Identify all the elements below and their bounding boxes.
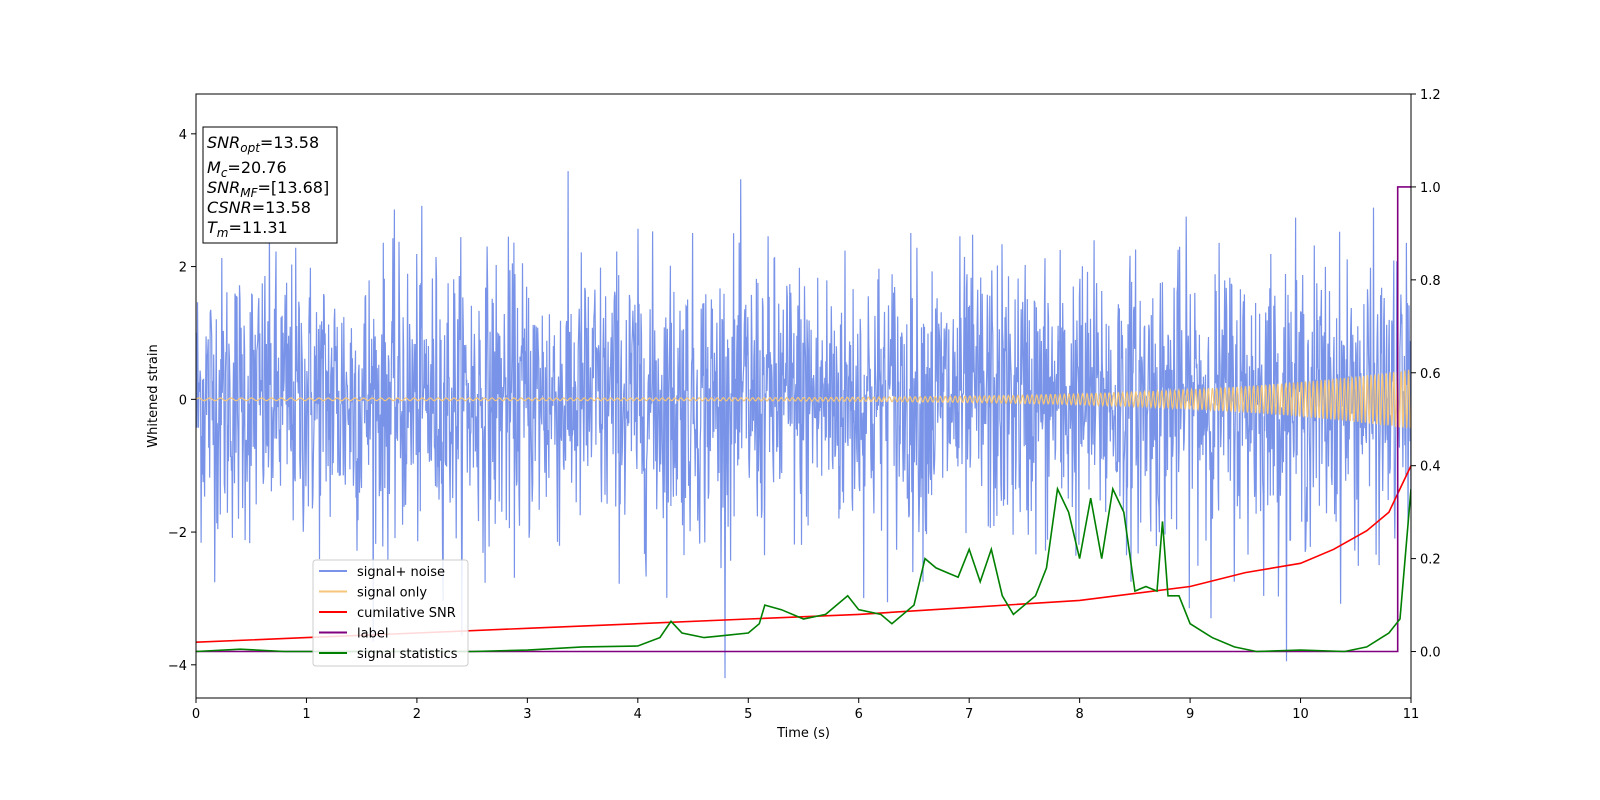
legend-signal-noise-label: signal+ noise [357, 565, 445, 580]
x-tick-label: 3 [523, 707, 531, 722]
y2-tick-label: 0.0 [1420, 646, 1441, 661]
info-snr-opt-sub: opt [240, 141, 261, 155]
info-mc-sub: c [221, 166, 228, 180]
info-snr-mf: SNRMF=[13.68] [207, 178, 329, 200]
series-signal-statistics-line [196, 486, 1411, 653]
info-tm: Tm=11.31 [207, 218, 288, 240]
info-csnr: CSNR=13.58 [207, 198, 311, 217]
info-tm-value: =11.31 [228, 218, 287, 237]
x-axis-label: Time (s) [776, 726, 830, 741]
y2-tick-label: 0.8 [1420, 274, 1441, 289]
legend-signal-only-label: signal only [357, 586, 427, 601]
y2-tick-label: 1.2 [1420, 88, 1441, 103]
info-snr-mf-main: SNR [207, 178, 240, 197]
x-tick-label: 1 [302, 707, 310, 722]
x-tick-label: 0 [192, 707, 200, 722]
y2-tick-label: 0.4 [1420, 460, 1441, 475]
info-mc-main: M [207, 158, 221, 177]
x-tick-label: 10 [1292, 707, 1309, 722]
x-tick-label: 9 [1186, 707, 1194, 722]
x-tick-label: 8 [1075, 707, 1083, 722]
series-signal-noise-line [196, 171, 1411, 679]
y-tick-label: 4 [179, 128, 187, 143]
info-snr-opt: SNRopt=13.58 [207, 133, 319, 155]
info-snr-mf-sub: MF [240, 186, 258, 200]
info-csnr-value: =13.58 [252, 198, 311, 217]
info-snr-mf-value: =[13.68] [258, 178, 330, 197]
legend-label-label: label [357, 627, 388, 642]
info-csnr-main: CSNR [207, 198, 252, 217]
legend-signal-statistics-label: signal statistics [357, 647, 458, 662]
y2-tick-label: 0.2 [1420, 553, 1441, 568]
info-snr-opt-main: SNR [207, 133, 240, 152]
legend-box [312, 559, 469, 667]
info-tm-main: T [207, 218, 218, 237]
y-tick-label: −2 [168, 526, 187, 541]
info-box [202, 126, 338, 244]
y-axis-label: Whitened strain [146, 344, 161, 447]
x-tick-label: 2 [413, 707, 421, 722]
y-tick-label: 0 [179, 393, 187, 408]
series-signal-only-line [196, 369, 1411, 429]
x-tick-label: 5 [744, 707, 752, 722]
x-tick-label: 7 [965, 707, 973, 722]
y2-tick-label: 0.6 [1420, 367, 1441, 382]
info-snr-opt-value: =13.58 [260, 133, 319, 152]
series-label-line [196, 186, 1411, 653]
x-tick-label: 4 [634, 707, 642, 722]
info-tm-sub: m [217, 226, 229, 240]
x-tick-label: 6 [855, 707, 863, 722]
info-mc-value: =20.76 [227, 158, 286, 177]
y-tick-label: 2 [179, 261, 187, 276]
info-mc: Mc=20.76 [207, 158, 287, 180]
y2-tick-label: 1.0 [1420, 181, 1441, 196]
legend-cumulative-snr-label: cumilative SNR [357, 606, 456, 621]
y-tick-label: −4 [168, 659, 187, 674]
plot-frame [195, 93, 1412, 699]
x-tick-label: 11 [1403, 707, 1420, 722]
series-cumulative-snr-line [196, 465, 1411, 643]
